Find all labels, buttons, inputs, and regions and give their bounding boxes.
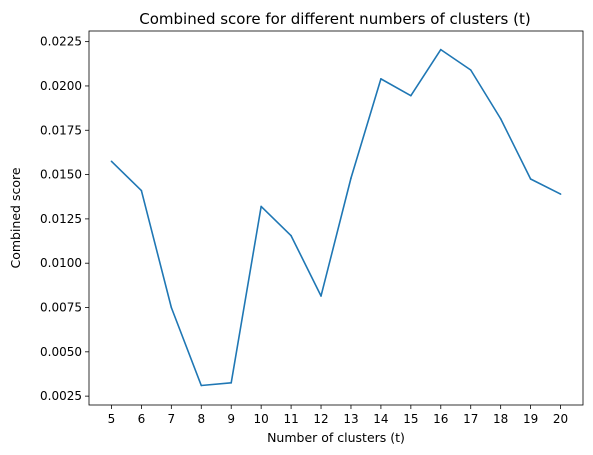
y-tick-label: 0.0025 [40, 389, 82, 403]
x-tick-label: 11 [283, 412, 298, 426]
data-point [410, 94, 412, 97]
x-tick-label: 18 [493, 412, 508, 426]
x-tick-label: 6 [138, 412, 146, 426]
x-tick-label: 9 [227, 412, 235, 426]
y-tick-label: 0.0100 [40, 256, 82, 270]
x-tick-label: 8 [197, 412, 205, 426]
data-point [200, 384, 203, 387]
data-point [110, 160, 113, 163]
chart-title: Combined score for different numbers of … [139, 10, 530, 28]
y-tick-label: 0.0050 [40, 345, 82, 359]
x-axis-label: Number of clusters (t) [267, 430, 405, 445]
y-axis: 0.0025 0.0050 0.0075 0.0100 0.0125 0.0150 0.01… [40, 35, 89, 403]
y-tick-label: 0.0175 [40, 123, 82, 137]
y-tick-label: 0.0200 [40, 79, 82, 93]
x-tick-label: 5 [108, 412, 116, 426]
data-point [529, 178, 532, 180]
x-tick-label: 20 [553, 412, 568, 426]
x-tick-label: 10 [254, 412, 269, 426]
y-axis-label: Combined score [8, 167, 23, 268]
x-tick-label: 14 [373, 412, 388, 426]
x-tick-label: 16 [433, 412, 448, 426]
x-tick-label: 13 [343, 412, 358, 426]
x-axis: 5 6 7 8 9 10 11 12 13 14 15 16 17 18 19 20 [108, 405, 568, 426]
x-tick-label: 7 [168, 412, 176, 426]
data-point [260, 205, 262, 208]
data-point [320, 295, 322, 297]
data-point [439, 48, 442, 51]
data-point [380, 78, 382, 80]
x-tick-label: 15 [403, 412, 418, 426]
y-tick-label: 0.0125 [40, 212, 82, 226]
data-point [140, 189, 143, 192]
x-tick-label: 12 [313, 412, 328, 426]
data-point [230, 382, 233, 384]
plot-frame [88, 30, 584, 406]
data-point [499, 117, 502, 120]
series-layer [110, 48, 562, 387]
x-tick-label: 17 [463, 412, 478, 426]
data-point [559, 193, 562, 195]
x-tick-label: 19 [523, 412, 538, 426]
data-point [469, 69, 472, 71]
data-point [290, 234, 292, 237]
data-point [350, 177, 352, 179]
data-point [170, 306, 173, 309]
series-line [110, 48, 561, 387]
y-tick-label: 0.0075 [40, 301, 82, 315]
y-tick-label: 0.0225 [40, 35, 82, 49]
y-tick-label: 0.0150 [40, 168, 82, 182]
